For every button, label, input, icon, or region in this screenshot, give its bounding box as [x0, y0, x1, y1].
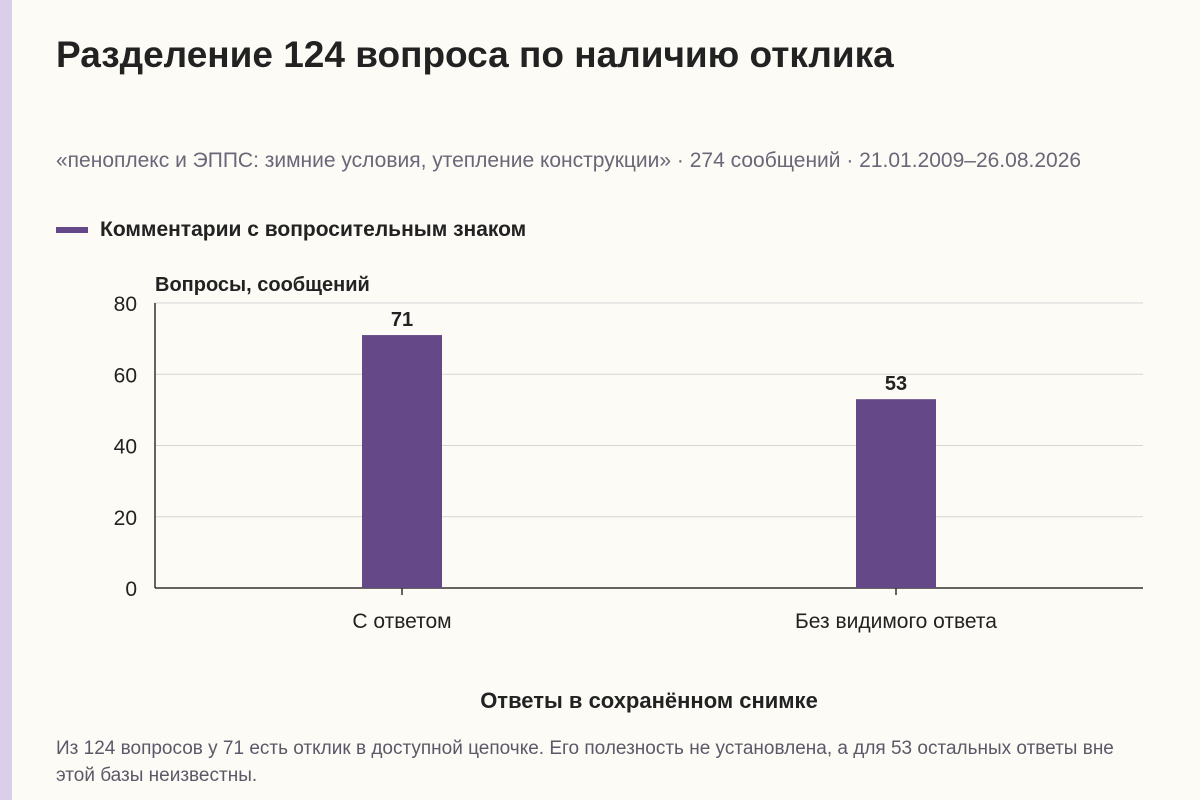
bar-2	[856, 399, 936, 588]
footnote: Из 124 вопросов у 71 есть отклик в досту…	[56, 738, 1114, 786]
chart-subtitle: «пеноплекс и ЭППС: зимние условия, утепл…	[56, 149, 1082, 172]
x-tick-label: Без видимого ответа	[795, 610, 997, 633]
chart-title: Разделение 124 вопроса по наличию отклик…	[56, 34, 894, 75]
bar-1	[362, 335, 442, 588]
y-tick-label: 80	[114, 293, 137, 316]
data-label: 71	[391, 309, 413, 331]
y-tick-label: 20	[114, 507, 137, 530]
x-axis-label: Ответы в сохранённом снимке	[480, 688, 818, 713]
y-tick-label: 0	[125, 578, 137, 601]
y-tick-label: 40	[114, 436, 137, 459]
legend: Комментарии с вопросительным знаком	[56, 218, 526, 242]
y-axis-label: Вопросы, сообщений	[155, 274, 370, 296]
data-label: 53	[885, 373, 907, 395]
legend-swatch	[56, 227, 88, 233]
legend-label: Комментарии с вопросительным знаком	[100, 218, 527, 241]
x-tick-label: С ответом	[352, 610, 451, 633]
side-stripe	[0, 0, 12, 800]
y-tick-label: 60	[114, 364, 137, 387]
